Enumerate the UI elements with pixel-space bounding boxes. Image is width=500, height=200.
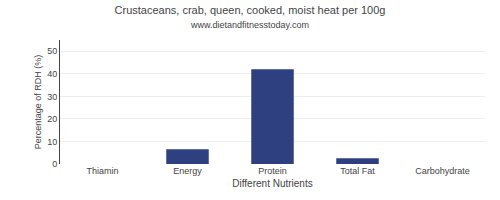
svg-text:0: 0 bbox=[52, 159, 57, 169]
svg-text:Percentage of RDH (%): Percentage of RDH (%) bbox=[33, 55, 43, 150]
svg-text:Thiamin: Thiamin bbox=[86, 166, 118, 176]
svg-text:Energy: Energy bbox=[173, 166, 202, 176]
svg-text:Protein: Protein bbox=[258, 166, 287, 176]
svg-text:20: 20 bbox=[47, 114, 57, 124]
svg-text:Different Nutrients: Different Nutrients bbox=[232, 178, 312, 189]
svg-text:Crustaceans, crab, queen, cook: Crustaceans, crab, queen, cooked, moist … bbox=[115, 4, 386, 30]
svg-text:Carbohydrate: Carbohydrate bbox=[415, 166, 470, 176]
svg-text:50: 50 bbox=[47, 46, 57, 56]
svg-text:10: 10 bbox=[47, 137, 57, 147]
svg-text:40: 40 bbox=[47, 69, 57, 79]
svg-text:30: 30 bbox=[47, 92, 57, 102]
svg-text:Total Fat: Total Fat bbox=[340, 166, 375, 176]
